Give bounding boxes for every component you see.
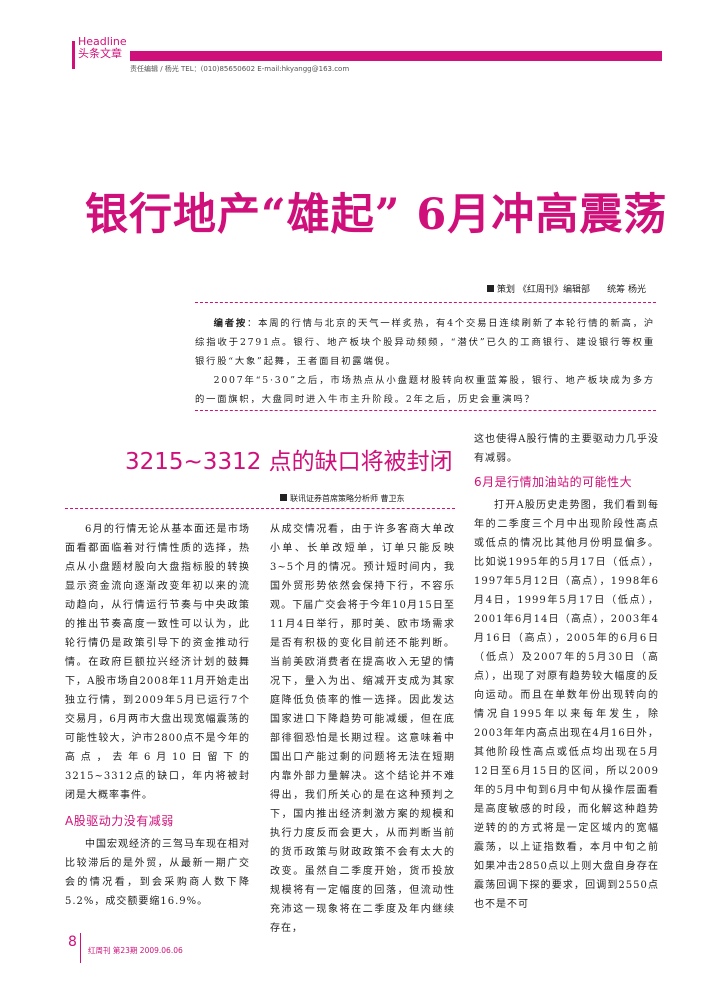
article-title: 银行地产“雄起” 6月冲高震荡 bbox=[85, 190, 668, 240]
editor-note: 编者按：本周的行情与北京的天气一样炙热，有4个交易日连续刷新了本轮行情的新高，沪… bbox=[195, 314, 655, 409]
note-label: 编者按 bbox=[213, 318, 247, 329]
divider bbox=[65, 508, 455, 509]
sub-article-title: 3215~3312 点的缺口将被封闭 bbox=[125, 449, 453, 475]
column-3: 这也使得A股行情的主要驱动力几乎没有减弱。 6月是行情加油站的可能性大 打开A股… bbox=[474, 430, 659, 914]
footer-accent-line bbox=[80, 933, 81, 963]
bullet-square-icon bbox=[487, 285, 495, 292]
author-text: 联讯证券首席策略分析师 曹卫东 bbox=[290, 494, 405, 503]
bullet-square-icon bbox=[280, 494, 287, 501]
page-number: 8 bbox=[68, 934, 77, 950]
divider bbox=[195, 302, 656, 303]
header-accent-line bbox=[72, 41, 75, 69]
byline-label: 策划 bbox=[497, 285, 516, 295]
sub-article-author: 联讯证券首席策略分析师 曹卫东 bbox=[280, 493, 405, 504]
paragraph: 中国宏观经济的三驾马车现在相对比较滞后的是外贸，从最新一期广交会的情况看，到会采… bbox=[65, 839, 250, 907]
article-byline: 策划 《红周刊》编辑部 统筹 杨光 bbox=[487, 282, 646, 295]
header-bar bbox=[130, 51, 662, 61]
byline-text: 《红周刊》编辑部 bbox=[517, 285, 590, 295]
section-label-cn: 头条文章 bbox=[78, 47, 122, 60]
editor-contact: 责任编辑 / 杨光 TEL：(010)85650602 E-mail:hkyan… bbox=[130, 65, 350, 73]
note-paragraph-2: 2007年“5·30”之后，市场热点从小盘题材股转向权重蓝筹股，银行、地产板块成… bbox=[195, 375, 655, 405]
divider bbox=[195, 410, 656, 411]
column-2: 从成交情况看，由于许多客商大单改小单、长单改短单，订单只能反映3~5个月的情况。… bbox=[270, 520, 455, 938]
paragraph: 从成交情况看，由于许多客商大单改小单、长单改短单，订单只能反映3~5个月的情况。… bbox=[270, 524, 455, 934]
paragraph: 这也使得A股行情的主要驱动力几乎没有减弱。 bbox=[474, 434, 659, 464]
note-paragraph-1: ：本周的行情与北京的天气一样炙热，有4个交易日连续刷新了本轮行情的新高，沪综指收… bbox=[195, 318, 656, 367]
section-heading: A股驱动力没有减弱 bbox=[65, 814, 174, 828]
column-1: 6月的行情无论从基本面还是市场面看都面临着对行情性质的选择，热点从小盘题材股向大… bbox=[65, 520, 250, 911]
footer-text: 红周刊 第23期 2009.06.06 bbox=[88, 946, 183, 955]
section-label-en: Headline bbox=[78, 35, 127, 48]
paragraph: 打开A股历史走势图，我们看到每年的二季度三个月中出现阶段性高点或低点的情况比其他… bbox=[474, 500, 659, 910]
section-heading: 6月是行情加油站的可能性大 bbox=[474, 475, 633, 489]
paragraph: 6月的行情无论从基本面还是市场面看都面临着对行情性质的选择，热点从小盘题材股向大… bbox=[65, 524, 250, 801]
byline-roles: 统筹 杨光 bbox=[607, 285, 646, 295]
